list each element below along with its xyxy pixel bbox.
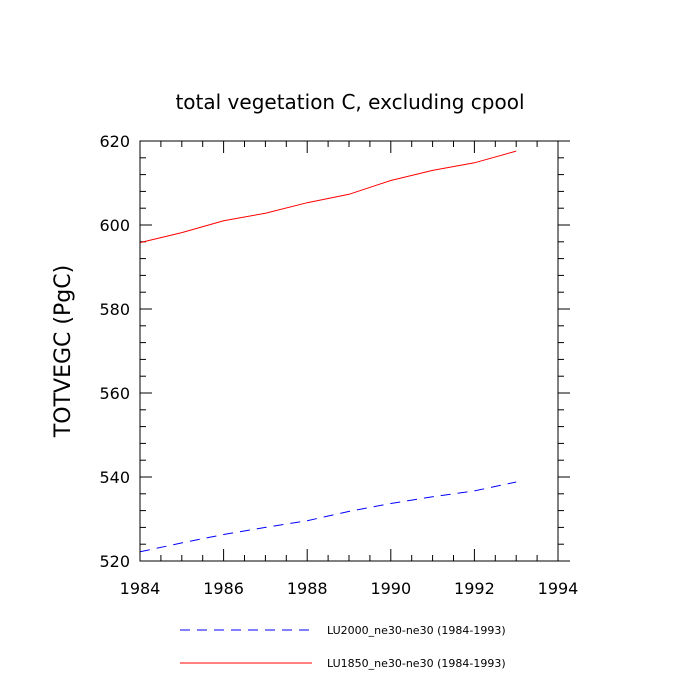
data-point xyxy=(180,541,183,544)
legend: LU2000_ne30-ne30 (1984-1993) LU1850_ne30-… xyxy=(180,624,506,670)
y-tick-label: 600 xyxy=(99,216,130,235)
y-tick-label: 540 xyxy=(99,468,130,487)
y-tick-label: 520 xyxy=(99,552,130,571)
series-line-1 xyxy=(139,150,517,244)
data-point xyxy=(180,231,183,234)
y-tick-label: 620 xyxy=(99,132,130,151)
y-tick-label: 560 xyxy=(99,384,130,403)
data-point xyxy=(389,502,392,505)
series-line-0 xyxy=(139,481,517,553)
x-tick-label: 1992 xyxy=(454,579,495,598)
data-point xyxy=(431,169,434,172)
legend-label-1: LU1850_ne30-ne30 (1984-1993) xyxy=(327,657,506,670)
x-tick-label: 1986 xyxy=(203,579,244,598)
data-point xyxy=(348,193,351,196)
y-axis-label: TOTVEGC (PgC) xyxy=(51,265,76,438)
data-point xyxy=(306,519,309,522)
legend-label-0: LU2000_ne30-ne30 (1984-1993) xyxy=(327,624,506,637)
data-point xyxy=(431,495,434,498)
major-ticks xyxy=(139,140,570,562)
data-point xyxy=(264,526,267,529)
data-point xyxy=(264,212,267,215)
data-point xyxy=(348,510,351,513)
chart-title: total vegetation C, excluding cpool xyxy=(175,90,524,114)
minor-ticks xyxy=(140,141,564,561)
series-lines xyxy=(139,150,518,553)
data-point xyxy=(222,533,225,536)
data-point xyxy=(222,219,225,222)
plot-frame xyxy=(139,140,559,562)
tick-labels: 1984 1986 1988 1990 1992 1994 520 540 560 580 600 6… xyxy=(99,132,578,598)
x-tick-label: 1994 xyxy=(538,579,579,598)
data-point xyxy=(473,489,476,492)
data-point xyxy=(473,161,476,164)
data-point xyxy=(306,201,309,204)
x-tick-label: 1990 xyxy=(370,579,411,598)
x-tick-label: 1984 xyxy=(120,579,161,598)
data-point xyxy=(515,481,518,484)
data-point xyxy=(389,179,392,182)
x-tick-label: 1988 xyxy=(287,579,328,598)
data-point xyxy=(515,150,518,153)
y-tick-label: 580 xyxy=(99,300,130,319)
